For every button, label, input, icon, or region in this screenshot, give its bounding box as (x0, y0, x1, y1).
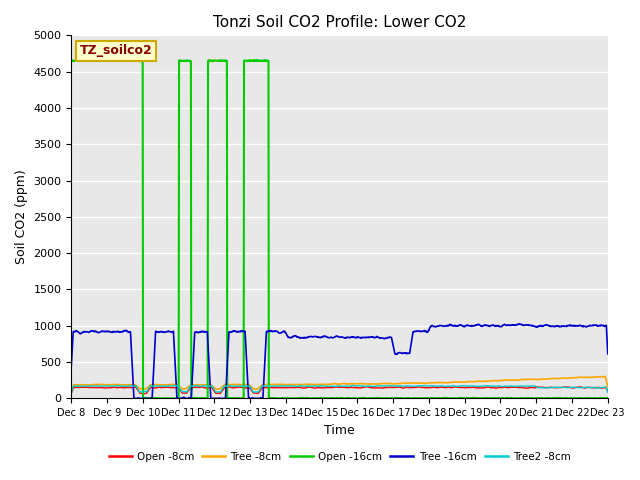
Tree -8cm (597, 374, 605, 380)
Line: Tree -8cm: Tree -8cm (72, 376, 608, 391)
Tree2 -8cm (325, 384, 333, 389)
Tree -16cm (515, 321, 523, 327)
Tree -16cm (152, 328, 159, 334)
Tree -16cm (316, 335, 323, 340)
Open -16cm (92, 57, 99, 63)
Tree2 -8cm (597, 385, 605, 391)
Tree -8cm (604, 384, 612, 390)
Tree2 -8cm (316, 383, 323, 389)
Tree -8cm (466, 379, 474, 384)
Tree -8cm (152, 382, 159, 387)
Tree2 -8cm (545, 385, 552, 391)
Tree -8cm (68, 388, 76, 394)
Open -8cm (68, 390, 76, 396)
Tree2 -8cm (152, 383, 159, 389)
Open -16cm (545, 396, 553, 401)
Open -16cm (467, 396, 474, 401)
Tree -16cm (598, 322, 605, 328)
Tree -8cm (602, 373, 609, 379)
Tree -16cm (326, 335, 333, 341)
Open -8cm (545, 384, 553, 390)
Open -8cm (467, 385, 474, 391)
Open -16cm (139, 396, 147, 401)
Text: TZ_soilco2: TZ_soilco2 (79, 45, 152, 58)
Open -16cm (604, 395, 612, 401)
Open -8cm (152, 385, 159, 391)
Open -8cm (141, 391, 148, 396)
Tree -16cm (130, 396, 138, 401)
Legend: Open -8cm, Tree -8cm, Open -16cm, Tree -16cm, Tree2 -8cm: Open -8cm, Tree -8cm, Open -16cm, Tree -… (104, 447, 575, 466)
Open -16cm (152, 396, 160, 401)
Open -8cm (362, 384, 369, 390)
Open -16cm (598, 396, 605, 401)
Tree -8cm (325, 382, 333, 387)
Open -8cm (604, 389, 612, 395)
Tree -16cm (68, 362, 76, 368)
Tree -8cm (545, 376, 552, 382)
Tree2 -8cm (68, 389, 76, 395)
Line: Tree -16cm: Tree -16cm (72, 324, 608, 398)
Tree2 -8cm (467, 383, 474, 389)
Y-axis label: Soil CO2 (ppm): Soil CO2 (ppm) (15, 169, 28, 264)
Tree -16cm (604, 351, 612, 357)
Open -8cm (316, 385, 323, 391)
Line: Open -16cm: Open -16cm (72, 60, 608, 398)
Line: Open -8cm: Open -8cm (72, 387, 608, 394)
Tree2 -8cm (349, 383, 356, 388)
Open -16cm (316, 395, 324, 401)
Open -8cm (598, 385, 605, 391)
Title: Tonzi Soil CO2 Profile: Lower CO2: Tonzi Soil CO2 Profile: Lower CO2 (213, 15, 467, 30)
X-axis label: Time: Time (324, 424, 355, 437)
Open -16cm (326, 396, 334, 401)
Tree -16cm (467, 323, 474, 329)
Tree -8cm (316, 382, 323, 387)
Tree2 -8cm (604, 389, 612, 395)
Open -16cm (68, 58, 76, 64)
Tree -16cm (545, 323, 553, 329)
Line: Tree2 -8cm: Tree2 -8cm (72, 385, 608, 392)
Open -8cm (326, 385, 333, 391)
